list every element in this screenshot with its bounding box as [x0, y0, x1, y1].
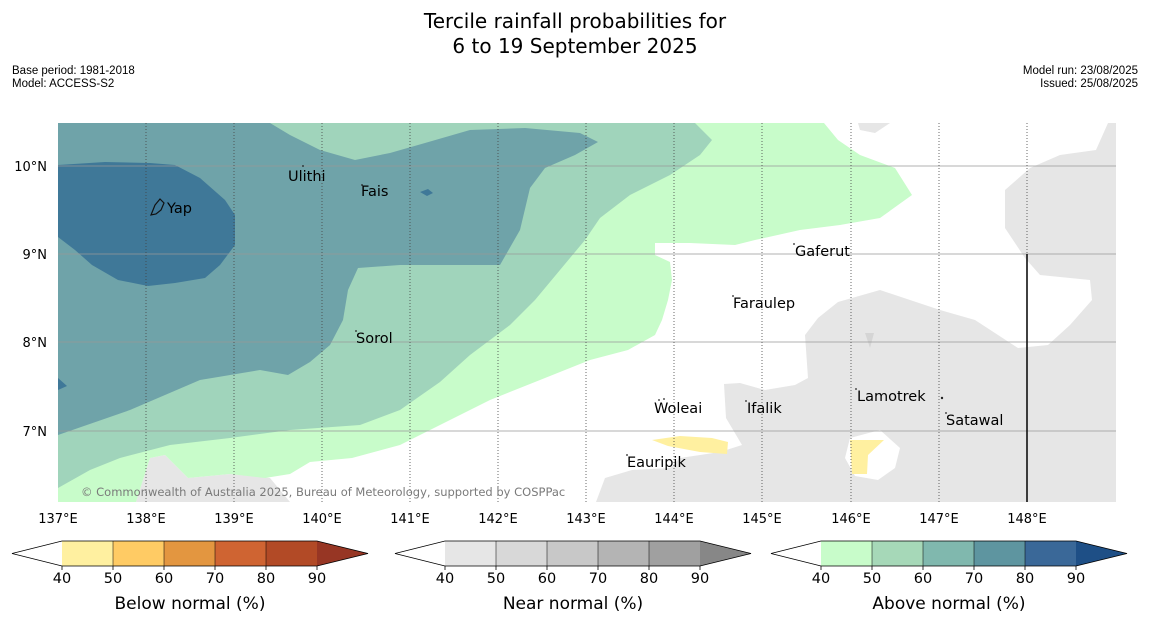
colorbar-tick-label: 90 [308, 571, 326, 587]
colorbar-tick-label: 50 [863, 571, 881, 587]
title-line-1: Tercile rainfall probabilities for [423, 9, 727, 33]
colorbar-segment [872, 541, 923, 566]
colorbar-tick-label: 80 [640, 571, 658, 587]
place-label-faraulep: Faraulep [733, 296, 795, 312]
colorbar-segment [496, 541, 547, 566]
place-label-ifalik: Ifalik [747, 401, 782, 417]
colorbar-tick-label: 50 [104, 571, 122, 587]
island-dots [302, 165, 947, 456]
colorbar-segment [445, 541, 496, 566]
latitude-labels: 10°N 9°N 8°N 7°N [14, 160, 47, 440]
colorbar-label-above: Above normal (%) [872, 594, 1026, 614]
longitude-labels: 137°E 138°E 139°E 140°E 141°E 142°E 143°… [38, 512, 1047, 527]
colorbar-tick-label: 80 [1016, 571, 1034, 587]
meta-left: Base period: 1981-2018 Model: ACCESS-S2 [12, 65, 135, 91]
colorbar-segment [649, 541, 700, 566]
lon-label-142e: 142°E [478, 512, 518, 527]
lon-label-140e: 140°E [302, 512, 342, 527]
issued-date: Issued: 25/08/2025 [1040, 78, 1138, 90]
below-normal-patch-woleai [652, 436, 728, 454]
colorbar-over-arrow [700, 541, 751, 566]
colorbar-tick-label: 60 [914, 571, 932, 587]
base-period: Base period: 1981-2018 [12, 65, 135, 77]
colorbar-segment [62, 541, 113, 566]
colorbar-tick-label: 60 [155, 571, 173, 587]
colorbar-near-normal: 40 50 60 70 80 90 [394, 540, 752, 587]
near-normal-ridge [865, 333, 874, 348]
place-label-gaferut: Gaferut [795, 244, 850, 260]
colorbar-tick-label: 40 [53, 571, 71, 587]
lon-label-144e: 144°E [654, 512, 694, 527]
yap-island-outline [150, 198, 165, 216]
colorbar-segment [164, 541, 215, 566]
lon-label-139e: 139°E [214, 512, 254, 527]
model-run: Model run: 23/08/2025 [1022, 65, 1138, 77]
colorbar-tick-label: 70 [589, 571, 607, 587]
place-label-yap: Yap [166, 201, 192, 217]
colorbar-over-arrow [1076, 541, 1127, 566]
colorbar-under-arrow [12, 541, 62, 566]
colorbar-segment [821, 541, 872, 566]
colorbar-tick-label: 90 [1067, 571, 1085, 587]
colorbar-over-arrow [317, 541, 368, 566]
chart-title: Tercile rainfall probabilities for 6 to … [0, 9, 1150, 59]
near-normal-region-north [858, 123, 890, 133]
colorbar-label-near: Near normal (%) [502, 594, 644, 614]
copyright-text: © Commonwealth of Australia 2025, Bureau… [81, 485, 565, 499]
above-normal-70-80 [58, 162, 235, 286]
colorbar-segment [215, 541, 266, 566]
near-normal-region-east [596, 123, 1116, 502]
place-label-woleai: Woleai [654, 401, 702, 417]
lat-label-8n: 8°N [23, 336, 48, 351]
colorbar-tick-label: 50 [487, 571, 505, 587]
colorbar-tick-label: 70 [206, 571, 224, 587]
colorbar-under-arrow [395, 541, 445, 566]
colorbar-segment [598, 541, 649, 566]
below-normal-patch-lamotrek [850, 440, 884, 474]
lon-label-145e: 145°E [742, 512, 782, 527]
lon-label-143e: 143°E [566, 512, 606, 527]
lon-label-141e: 141°E [390, 512, 430, 527]
lat-label-7n: 7°N [23, 425, 48, 440]
lon-label-147e: 147°E [919, 512, 959, 527]
colorbar-tick-label: 60 [538, 571, 556, 587]
colorbar-tick-label: 40 [436, 571, 454, 587]
meta-right: Model run: 23/08/2025 Issued: 25/08/2025 [1023, 65, 1138, 91]
lon-label-146e: 146°E [831, 512, 871, 527]
colorbar-below-normal: 40 50 60 70 80 90 [11, 540, 369, 587]
colorbar-segment [266, 541, 317, 566]
colorbar-segment [974, 541, 1025, 566]
colorbar-segment [547, 541, 598, 566]
place-label-fais: Fais [361, 184, 388, 200]
above-normal-fais-blip [420, 189, 433, 196]
lon-label-137e: 137°E [38, 512, 78, 527]
place-label-lamotrek: Lamotrek [857, 389, 926, 405]
colorbar-tick-label: 80 [257, 571, 275, 587]
lon-label-138e: 138°E [126, 512, 166, 527]
place-labels: Ulithi Fais Yap Gaferut Faraulep Sorol W… [166, 169, 1003, 471]
above-normal-70-80-edge [58, 378, 67, 390]
colorbar-segment [923, 541, 974, 566]
near-normal-region-south [136, 455, 290, 502]
map-area: Ulithi Fais Yap Gaferut Faraulep Sorol W… [58, 123, 1116, 502]
colorbar-label-below: Below normal (%) [114, 594, 266, 614]
lon-label-148e: 148°E [1007, 512, 1047, 527]
place-label-eauripik: Eauripik [627, 455, 686, 471]
colorbar-tick-label: 70 [965, 571, 983, 587]
colorbar-segment [113, 541, 164, 566]
colorbar-segment [1025, 541, 1076, 566]
lat-label-10n: 10°N [14, 160, 47, 175]
colorbar-tick-label: 40 [812, 571, 830, 587]
place-label-ulithi: Ulithi [288, 169, 326, 185]
model-name: Model: ACCESS-S2 [12, 78, 115, 90]
colorbar-above-normal: 40 50 60 70 80 90 [770, 540, 1128, 587]
place-label-satawal: Satawal [946, 413, 1003, 429]
colorbar-under-arrow [771, 541, 821, 566]
place-label-sorol: Sorol [356, 331, 393, 347]
colorbar-tick-label: 90 [691, 571, 709, 587]
title-line-2: 6 to 19 September 2025 [452, 34, 698, 58]
lat-label-9n: 9°N [23, 248, 48, 263]
